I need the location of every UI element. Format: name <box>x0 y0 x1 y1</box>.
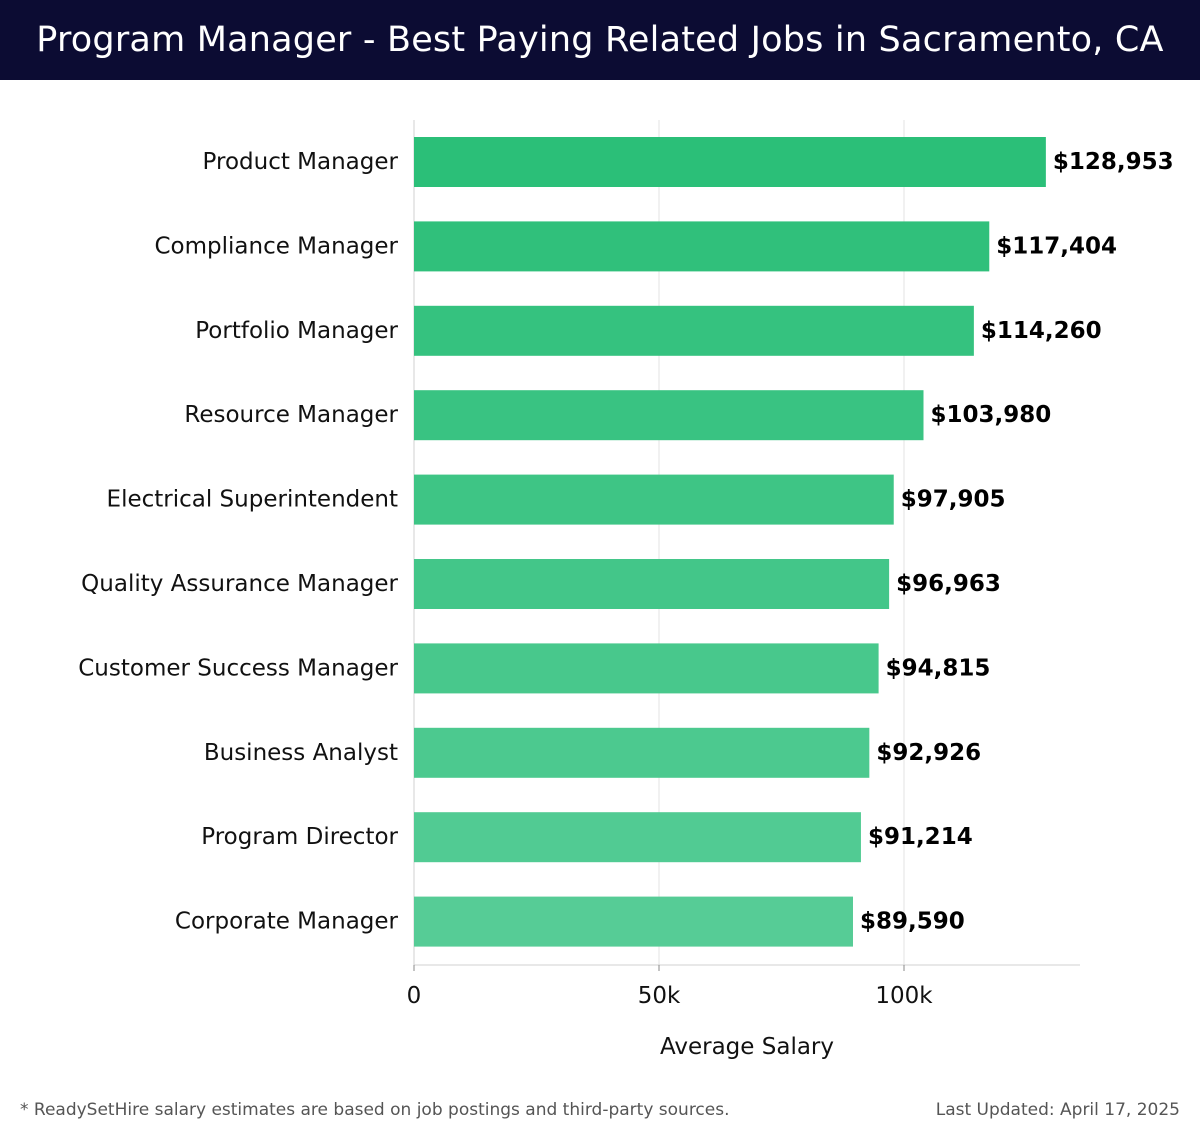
bar <box>414 812 861 863</box>
value-label: $103,980 <box>931 402 1052 428</box>
category-label: Corporate Manager <box>175 909 399 935</box>
value-label: $89,590 <box>860 909 965 935</box>
value-label: $97,905 <box>901 487 1006 513</box>
category-label: Product Manager <box>203 149 399 175</box>
bar <box>414 727 870 778</box>
category-label: Customer Success Manager <box>78 655 398 681</box>
bar <box>414 221 990 272</box>
value-label: $92,926 <box>876 740 981 766</box>
value-label: $117,404 <box>996 233 1117 259</box>
x-tick-label: 0 <box>407 983 422 1009</box>
value-label: $114,260 <box>981 318 1102 344</box>
bar <box>414 896 853 947</box>
bar <box>414 559 890 609</box>
salary-bar-chart: Product Manager $128,953 Compliance Manage… <box>78 120 1174 1060</box>
header-bar: Program Manager - Best Paying Related Jo… <box>0 0 1200 80</box>
page-title: Program Manager - Best Paying Related Jo… <box>36 20 1164 60</box>
labels: Product Manager $128,953 Compliance Manage… <box>78 149 1173 935</box>
x-tick-label: 100k <box>875 983 933 1009</box>
x-tick-label: 50k <box>638 983 681 1009</box>
value-label: $128,953 <box>1053 149 1174 175</box>
bar <box>414 643 879 694</box>
category-label: Quality Assurance Manager <box>81 571 398 597</box>
bar <box>414 305 974 356</box>
category-label: Portfolio Manager <box>195 318 398 344</box>
bars <box>414 137 1046 947</box>
value-label: $96,963 <box>896 571 1001 597</box>
category-label: Business Analyst <box>204 740 398 766</box>
category-label: Program Director <box>201 824 398 850</box>
bar <box>414 474 894 525</box>
category-label: Compliance Manager <box>154 233 398 259</box>
x-axis: 0 50k 100k Average Salary <box>407 964 1080 1060</box>
bar <box>414 137 1046 187</box>
value-label: $94,815 <box>886 655 991 681</box>
bar <box>414 390 924 441</box>
x-axis-title: Average Salary <box>660 1034 834 1060</box>
value-label: $91,214 <box>868 824 973 850</box>
category-label: Electrical Superintendent <box>107 487 398 513</box>
footnote: * ReadySetHire salary estimates are base… <box>20 1100 730 1120</box>
last-updated: Last Updated: April 17, 2025 <box>935 1100 1180 1120</box>
category-label: Resource Manager <box>184 402 398 428</box>
